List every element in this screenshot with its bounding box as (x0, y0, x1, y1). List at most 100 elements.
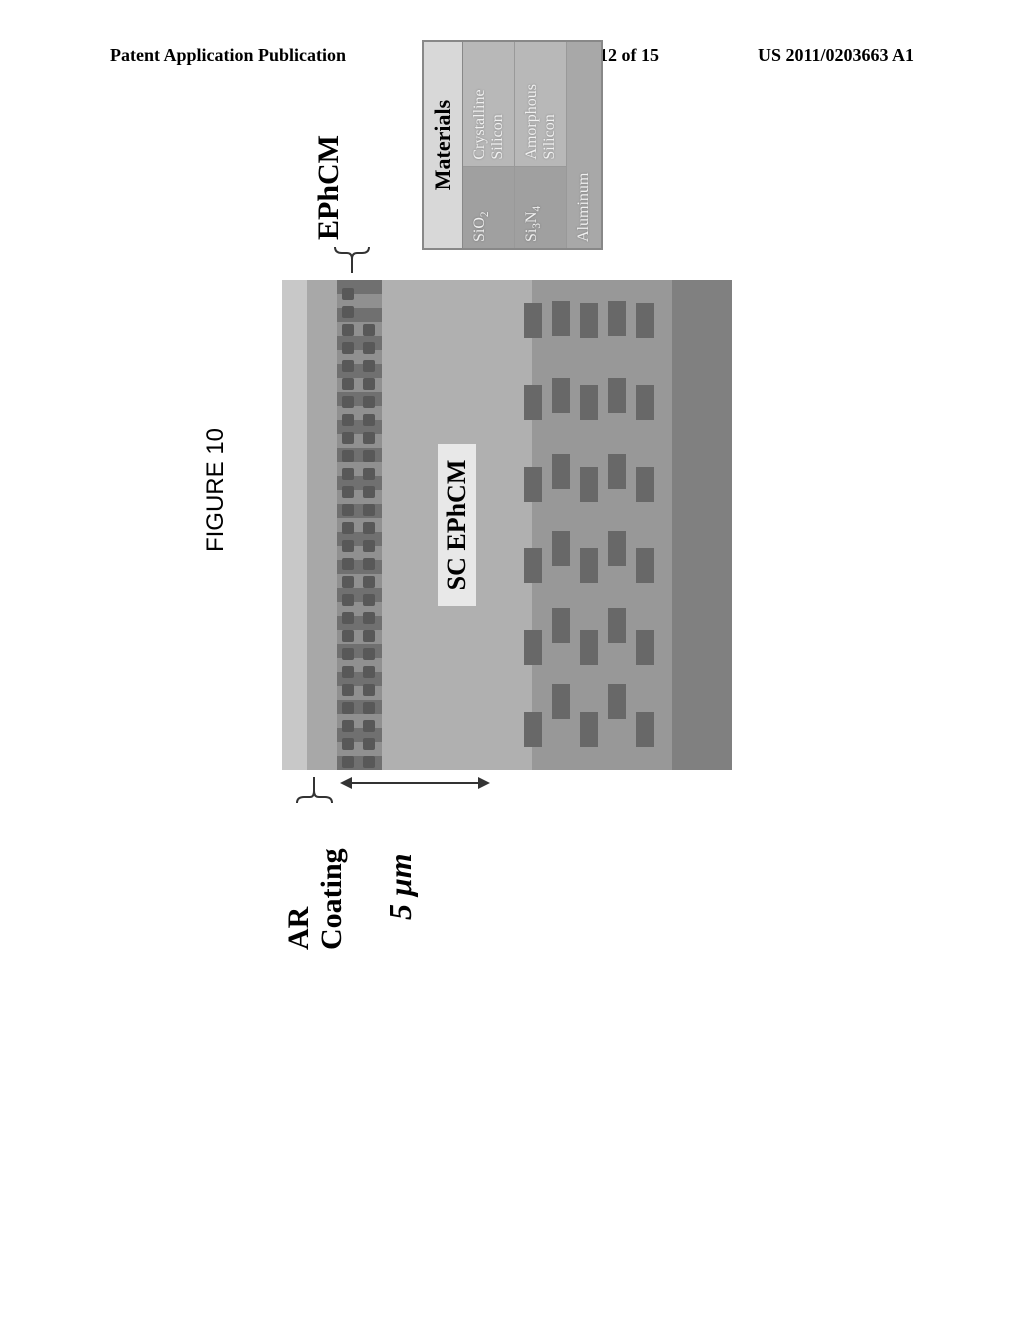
grating-tooth (580, 303, 598, 338)
grating-tooth (524, 467, 542, 502)
ephcm-dot (342, 540, 354, 552)
grating-tooth (608, 378, 626, 413)
ephcm-dot (342, 558, 354, 570)
ephcm-dot (342, 414, 354, 426)
ar-label-line2: Coating (315, 848, 348, 950)
grating-tooth (608, 301, 626, 336)
ephcm-dot (342, 504, 354, 516)
ephcm-dot (363, 738, 375, 750)
materials-row: Aluminum (567, 42, 601, 248)
material-crystalline-si: CrystallineSilicon (463, 42, 514, 166)
ephcm-dot (342, 486, 354, 498)
ephcm-dot (342, 630, 354, 642)
grating-tooth (580, 712, 598, 747)
ephcm-dot (363, 324, 375, 336)
grating-tooth (636, 548, 654, 583)
grating-tooth (524, 630, 542, 665)
ephcm-dot (342, 594, 354, 606)
grating-tooth (580, 385, 598, 420)
grating-tooth (636, 712, 654, 747)
ephcm-dot (363, 666, 375, 678)
sc-ephcm-label: SC EPhCM (438, 444, 476, 607)
grating-tooth (552, 454, 570, 489)
materials-legend: Materials SiO2 CrystallineSilicon Si3N4 … (422, 40, 603, 250)
ephcm-label: EPhCM (312, 135, 346, 240)
grating-layer (644, 280, 672, 770)
ephcm-dot (342, 396, 354, 408)
grating-tooth (636, 630, 654, 665)
ephcm-dot (342, 720, 354, 732)
substrate-layer (672, 280, 732, 770)
ephcm-dot (363, 684, 375, 696)
ephcm-dot (342, 432, 354, 444)
thickness-label: 5 μm (382, 853, 419, 920)
grating-tooth (552, 301, 570, 336)
ephcm-dot (363, 450, 375, 462)
materials-row: Si3N4 AmorphousSilicon (515, 42, 567, 248)
ephcm-bracket-icon (332, 245, 372, 275)
ephcm-dot (342, 360, 354, 372)
grating-tooth (608, 608, 626, 643)
ephcm-dot (342, 684, 354, 696)
ephcm-dot (363, 540, 375, 552)
ephcm-dots-overlay (340, 280, 380, 770)
ephcm-dot (342, 522, 354, 534)
ephcm-dot (363, 648, 375, 660)
material-sio2: SiO2 (463, 166, 514, 248)
material-amorphous-si: AmorphousSilicon (515, 42, 566, 166)
grating-tooth (552, 378, 570, 413)
ephcm-dot (363, 504, 375, 516)
grating-tooth (608, 454, 626, 489)
ephcm-dot (363, 432, 375, 444)
ephcm-dot (363, 594, 375, 606)
ephcm-dot (363, 756, 375, 768)
ephcm-dot (342, 306, 354, 318)
ephcm-dot (342, 450, 354, 462)
grating-tooth (524, 712, 542, 747)
ephcm-dot (363, 378, 375, 390)
ephcm-dot (363, 558, 375, 570)
grating-tooth (552, 684, 570, 719)
ephcm-dot (363, 360, 375, 372)
ephcm-dot (342, 738, 354, 750)
grating-tooth (608, 531, 626, 566)
grating-tooth (636, 467, 654, 502)
ephcm-dot (342, 702, 354, 714)
main-silicon-layer: SC EPhCM (382, 280, 532, 770)
ephcm-dot (363, 576, 375, 588)
figure-label: FIGURE 10 (202, 428, 230, 552)
figure-container: FIGURE 10 AR Coating 5 μm (202, 30, 822, 950)
diagram-area: AR Coating 5 μm (262, 30, 822, 950)
material-si3n4: Si3N4 (515, 166, 566, 248)
ephcm-dot (363, 468, 375, 480)
ar-layer-top (282, 280, 307, 770)
grating-layer (560, 280, 588, 770)
material-aluminum: Aluminum (567, 42, 601, 248)
ephcm-dot (363, 414, 375, 426)
ephcm-dot (363, 702, 375, 714)
ephcm-dot (363, 486, 375, 498)
ephcm-dot (363, 630, 375, 642)
ephcm-dot (342, 612, 354, 624)
grating-tooth (524, 548, 542, 583)
ephcm-dot (363, 396, 375, 408)
ar-label-line1: AR (282, 907, 315, 950)
ephcm-dot (342, 756, 354, 768)
grating-tooth (524, 303, 542, 338)
ephcm-dot (342, 666, 354, 678)
grating-tooth (580, 548, 598, 583)
materials-row: SiO2 CrystallineSilicon (463, 42, 515, 248)
ar-coating-label: AR Coating (282, 848, 348, 950)
ephcm-dot (342, 576, 354, 588)
grating-tooth (636, 385, 654, 420)
ephcm-dot (363, 720, 375, 732)
ar-bracket-icon (292, 775, 337, 805)
grating-tooth (580, 467, 598, 502)
ephcm-dot (342, 288, 354, 300)
ephcm-dot (342, 324, 354, 336)
thickness-arrow-icon (340, 770, 490, 795)
ephcm-dot (342, 342, 354, 354)
ephcm-dot (363, 612, 375, 624)
ephcm-dot (363, 522, 375, 534)
grating-tooth (552, 608, 570, 643)
